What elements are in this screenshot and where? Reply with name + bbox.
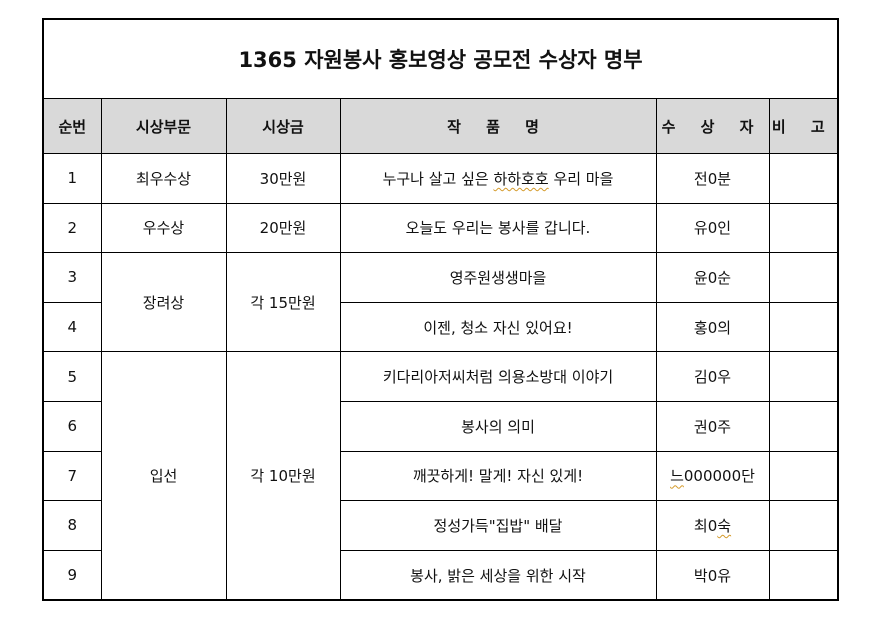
spellcheck-marked-text: 숙 <box>717 516 732 535</box>
row-winner: 느000000단 <box>655 450 770 502</box>
row-category: 입선 <box>100 351 227 601</box>
row-winner: 전0분 <box>655 153 770 204</box>
row-category: 장려상 <box>100 252 227 353</box>
header-work: 작 품 명 <box>339 98 657 154</box>
header-prize: 시상금 <box>225 98 341 154</box>
row-work: 봉사, 밝은 세상을 위한 시작 <box>339 549 657 601</box>
row-winner: 최0숙 <box>655 500 770 551</box>
row-number: 2 <box>42 202 102 254</box>
table-row: 9 봉사, 밝은 세상을 위한 시작 박0유 <box>42 549 839 601</box>
header-note: 비 고 <box>768 98 839 154</box>
row-category: 최우수상 <box>100 153 227 204</box>
row-winner: 김0우 <box>655 351 770 402</box>
row-prize: 각 15만원 <box>225 252 341 353</box>
row-number: 4 <box>42 301 102 353</box>
row-work: 누구나 살고 싶은 하하호호 우리 마을 <box>339 153 657 204</box>
row-note <box>768 202 839 254</box>
row-winner: 권0주 <box>655 400 770 452</box>
spellcheck-marked-text: 하하호호 <box>493 169 549 188</box>
row-number: 5 <box>42 351 102 402</box>
row-prize: 20만원 <box>225 202 341 254</box>
table-row: 3 장려상 각 15만원 영주원생생마을 윤0순 <box>42 252 839 353</box>
table-row: 4 이젠, 청소 자신 있어요! 홍0의 <box>42 301 839 353</box>
header-number: 순번 <box>42 98 102 154</box>
row-work: 영주원생생마을 <box>339 252 657 303</box>
row-category: 우수상 <box>100 202 227 254</box>
row-winner: 윤0순 <box>655 252 770 303</box>
row-winner: 홍0의 <box>655 301 770 353</box>
row-note <box>768 500 839 551</box>
row-work: 정성가득"집밥" 배달 <box>339 500 657 551</box>
row-prize: 각 10만원 <box>225 351 341 601</box>
row-note <box>768 301 839 353</box>
row-number: 8 <box>42 500 102 551</box>
row-work: 키다리아저씨처럼 의용소방대 이야기 <box>339 351 657 402</box>
row-note <box>768 400 839 452</box>
row-note <box>768 450 839 502</box>
header-category: 시상부문 <box>100 98 227 154</box>
winner-text: 최0 <box>693 516 718 535</box>
row-prize: 30만원 <box>225 153 341 204</box>
row-number: 9 <box>42 549 102 601</box>
row-winner: 유0인 <box>655 202 770 254</box>
work-text: 우리 마을 <box>548 169 614 188</box>
row-winner: 박0유 <box>655 549 770 601</box>
header-row: 순번 시상부문 시상금 작 품 명 수 상 자 비 고 <box>42 98 839 154</box>
row-work: 이젠, 청소 자신 있어요! <box>339 301 657 353</box>
row-note <box>768 549 839 601</box>
winner-text: 000000단 <box>683 467 755 486</box>
row-number: 6 <box>42 400 102 452</box>
table-row: 7 깨끗하게! 말게! 자신 있게! 느000000단 <box>42 450 839 502</box>
table-row: 5 입선 각 10만원 키다리아저씨처럼 의용소방대 이야기 김0우 <box>42 351 839 601</box>
row-work: 오늘도 우리는 봉사를 갑니다. <box>339 202 657 254</box>
winners-table: 1365 자원봉사 홍보영상 공모전 수상자 명부 순번 시상부문 시상금 작 … <box>42 18 839 602</box>
table-row: 1 최우수상 30만원 누구나 살고 싶은 하하호호 우리 마을 전0분 <box>42 153 839 204</box>
row-number: 3 <box>42 252 102 303</box>
work-text: 누구나 살고 싶은 <box>382 169 494 188</box>
table-row: 2 우수상 20만원 오늘도 우리는 봉사를 갑니다. 유0인 <box>42 202 839 254</box>
table-row: 6 봉사의 의미 권0주 <box>42 400 839 452</box>
row-note <box>768 351 839 402</box>
row-work: 봉사의 의미 <box>339 400 657 452</box>
document-title: 1365 자원봉사 홍보영상 공모전 수상자 명부 <box>42 18 839 99</box>
row-number: 7 <box>42 450 102 502</box>
row-work: 깨끗하게! 말게! 자신 있게! <box>339 450 657 502</box>
row-number: 1 <box>42 153 102 204</box>
header-winner: 수 상 자 <box>655 98 770 154</box>
row-note <box>768 252 839 303</box>
row-note <box>768 153 839 204</box>
spellcheck-marked-text: 느 <box>670 467 684 486</box>
